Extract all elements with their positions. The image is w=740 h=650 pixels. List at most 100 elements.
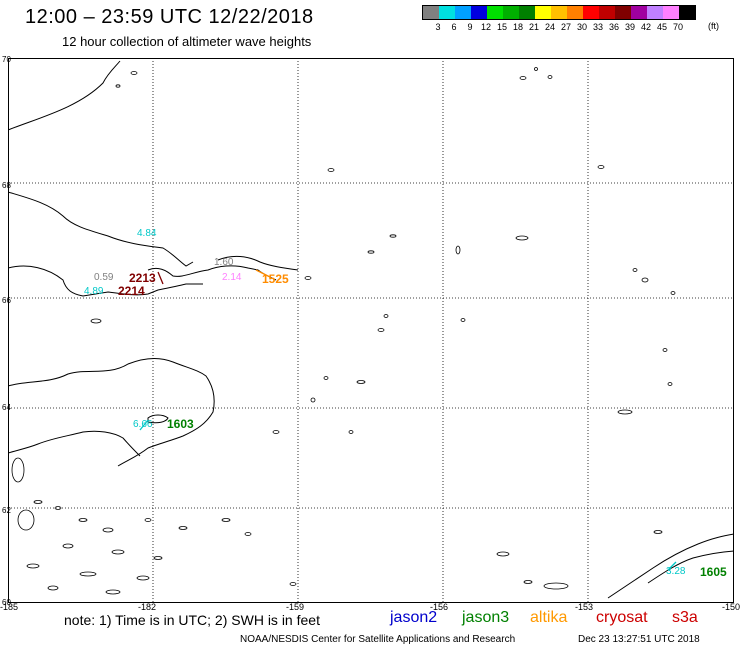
satellite-legend-item: cryosat xyxy=(596,609,648,626)
coastline-chukotka-north xyxy=(8,60,121,131)
generated-timestamp: Dec 23 13:27:51 UTC 2018 xyxy=(578,634,700,645)
scale-swatch xyxy=(423,6,439,19)
lake xyxy=(389,234,397,238)
lake xyxy=(547,75,553,79)
scale-swatch xyxy=(551,6,567,19)
lake xyxy=(26,563,40,569)
scale-label: 12 xyxy=(480,22,491,32)
lake xyxy=(244,532,252,536)
scale-label: 39 xyxy=(624,22,635,32)
lake xyxy=(496,551,510,557)
coastline-norton-sound xyxy=(8,357,215,467)
lake xyxy=(130,71,138,75)
lake xyxy=(115,84,121,88)
scale-label: 15 xyxy=(496,22,507,32)
lake xyxy=(534,67,538,71)
lake xyxy=(33,500,43,504)
scale-swatch xyxy=(663,6,679,19)
observation-label: 1525 xyxy=(262,272,289,286)
scale-label: 33 xyxy=(592,22,603,32)
scale-label: 42 xyxy=(640,22,651,32)
scale-label: 6 xyxy=(451,22,457,32)
lake xyxy=(667,382,673,386)
lake xyxy=(90,318,102,324)
scale-label: 36 xyxy=(608,22,619,32)
track-jason3 xyxy=(139,419,149,431)
lake xyxy=(670,291,676,295)
scale-swatch xyxy=(519,6,535,19)
observation-label: 4.84 xyxy=(137,228,157,239)
latitude-label: 60 xyxy=(2,598,11,607)
lake xyxy=(62,543,74,549)
lake xyxy=(289,582,297,586)
lake xyxy=(105,589,121,595)
lake xyxy=(377,328,385,332)
latitude-label: 68 xyxy=(2,181,11,190)
lake xyxy=(367,250,375,254)
lake xyxy=(323,376,329,380)
lake xyxy=(144,518,152,522)
longitude-label: -159 xyxy=(286,602,305,612)
altimeter-map xyxy=(8,58,734,603)
observation-label: 6.66 xyxy=(133,419,153,430)
coastline-st-lawrence-island xyxy=(147,414,169,424)
lake xyxy=(54,506,62,510)
lake xyxy=(111,549,125,555)
lakes-and-islands xyxy=(11,67,676,595)
coastline-southeast-inner xyxy=(647,550,734,584)
coastline-southeast-land xyxy=(607,533,734,599)
lake xyxy=(178,526,188,530)
satellite-legend-item: altika xyxy=(530,609,568,626)
latitude-label: 66 xyxy=(2,296,11,305)
lake xyxy=(543,582,569,590)
coastline-seward-peninsula xyxy=(147,265,277,281)
scale-swatch xyxy=(471,6,487,19)
satellite-legend-item: jason3 xyxy=(462,609,510,626)
scale-label: 70 xyxy=(672,22,683,32)
observation-label: 4.89 xyxy=(84,286,104,297)
scale-swatch xyxy=(679,6,695,19)
scale-swatch xyxy=(535,6,551,19)
observation-label: 2213 xyxy=(129,271,156,285)
observation-label: 1.60 xyxy=(214,257,234,268)
lake xyxy=(153,556,163,560)
scale-swatch xyxy=(503,6,519,19)
scale-labels: 3 6 9 12 15 18 21 24 27 30 33 36 39 42 45 70 xyxy=(430,22,696,32)
scale-swatch xyxy=(647,6,663,19)
map-gridlines xyxy=(8,58,734,603)
lake xyxy=(348,430,354,434)
scale-label: 18 xyxy=(512,22,523,32)
lake xyxy=(597,165,605,169)
coastline-arctic-alaska xyxy=(8,191,194,267)
lake xyxy=(519,76,527,80)
scale-swatch xyxy=(631,6,647,19)
page-subtitle: 12 hour collection of altimeter wave hei… xyxy=(62,34,312,49)
satellite-tracks xyxy=(139,269,677,571)
lake xyxy=(662,348,668,352)
longitude-label: -150 xyxy=(722,602,740,612)
lake xyxy=(11,457,25,483)
lake xyxy=(79,571,97,577)
scale-swatch xyxy=(439,6,455,19)
scale-swatch xyxy=(599,6,615,19)
scale-swatches xyxy=(422,5,696,20)
lake xyxy=(455,245,461,255)
scale-unit: (ft) xyxy=(708,21,719,31)
observation-label: 2.14 xyxy=(222,272,242,283)
scale-label: 24 xyxy=(544,22,555,32)
lake xyxy=(221,518,231,522)
longitude-label: -153 xyxy=(575,602,594,612)
scale-label: 21 xyxy=(528,22,539,32)
scale-swatch xyxy=(615,6,631,19)
scale-swatch xyxy=(455,6,471,19)
coastline-bering-strait-west xyxy=(8,265,203,297)
lake xyxy=(356,380,366,384)
footer-note: note: 1) Time is in UTC; 2) SWH is in fe… xyxy=(64,612,320,628)
page-title: 12:00 – 23:59 UTC 12/22/2018 xyxy=(25,6,314,28)
observation-label: 0.59 xyxy=(94,272,114,283)
wave-height-color-scale: 3 6 9 12 15 18 21 24 27 30 33 36 39 42 45 70 (ft) xyxy=(422,5,719,32)
scale-label: 3 xyxy=(435,22,441,32)
lake xyxy=(304,276,312,280)
scale-label: 9 xyxy=(467,22,473,32)
track-cryosat xyxy=(157,271,164,285)
